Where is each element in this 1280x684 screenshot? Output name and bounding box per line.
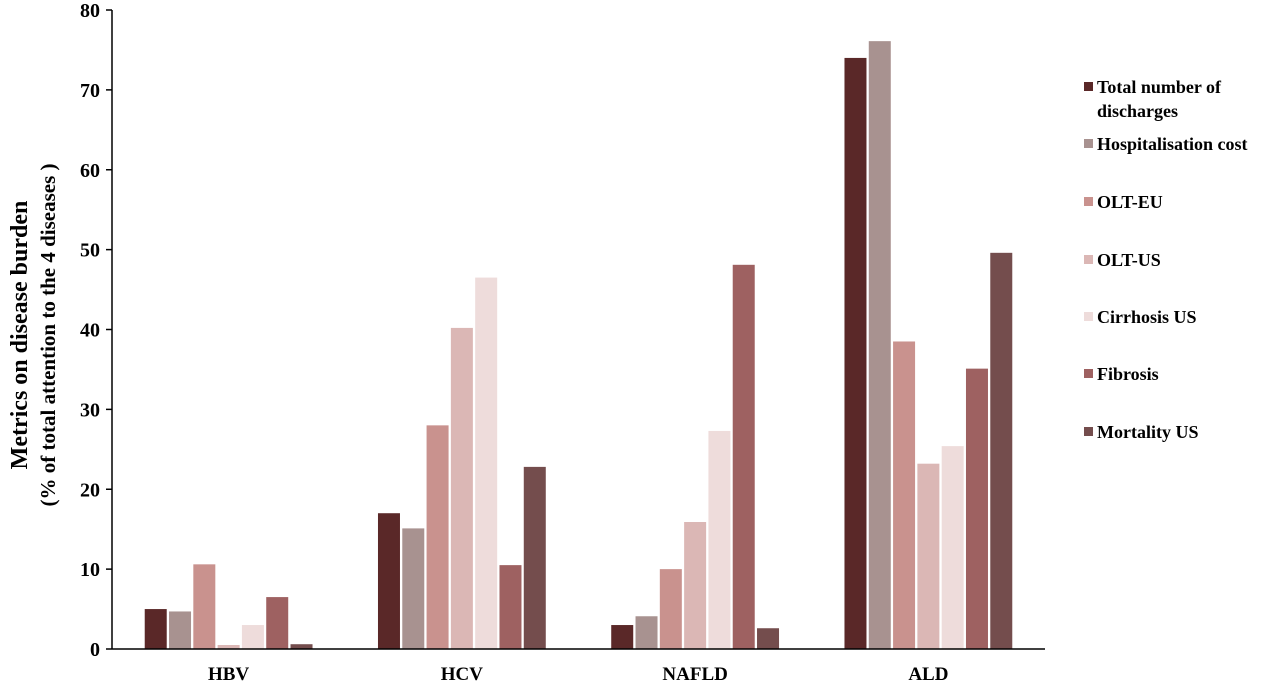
bar-nafld-5 [732, 264, 755, 649]
bar-hbv-1 [169, 611, 192, 649]
y-tick-label: 60 [80, 160, 100, 182]
legend-swatch [1084, 197, 1093, 206]
legend-swatch [1084, 369, 1093, 378]
bar-hcv-6 [523, 466, 546, 649]
y-tick-label: 40 [80, 320, 100, 342]
bar-hbv-5 [266, 597, 289, 649]
legend: Total number of discharges Hospitalisation… [1084, 77, 1248, 442]
legend-swatch [1084, 312, 1093, 321]
bar-ald-5 [965, 368, 988, 649]
bar-hcv-0 [377, 513, 400, 649]
bar-ald-0 [844, 57, 867, 650]
legend-swatch [1084, 139, 1093, 148]
y-tick-label: 0 [90, 639, 100, 661]
bar-ald-3 [917, 463, 940, 649]
bar-nafld-1 [635, 616, 658, 649]
y-tick-label: 30 [80, 399, 100, 421]
bar-ald-4 [941, 446, 964, 649]
legend-label: Cirrhosis US [1097, 307, 1197, 327]
x-tick-label: ALD [908, 664, 948, 684]
x-tick-label: HBV [208, 664, 249, 684]
bar-hcv-2 [426, 425, 449, 649]
bar-nafld-3 [684, 521, 707, 649]
legend-label: Hospitalisation cost [1097, 134, 1248, 154]
y-tick-label: 20 [80, 479, 100, 501]
legend-swatch [1084, 427, 1093, 436]
legend-label: Total number of [1097, 77, 1222, 97]
x-tick-label: NAFLD [662, 664, 727, 684]
bar-hbv-0 [144, 609, 167, 649]
bar-hbv-2 [193, 564, 216, 649]
axes-group: 0 10 20 30 40 50 60 70 80 HBV HCV NAFLD ALD [80, 0, 1045, 684]
y-axis-sublabel: (% of total attention to the 4 diseases … [36, 164, 60, 507]
y-axis-label: Metrics on disease burden [7, 201, 33, 470]
y-tick-label: 10 [80, 559, 100, 581]
x-tick-label: HCV [441, 664, 484, 684]
bar-hcv-5 [499, 565, 522, 649]
bar-hcv-4 [475, 277, 498, 649]
bar-nafld-4 [708, 430, 731, 649]
bar-ald-6 [990, 252, 1013, 649]
legend-label: discharges [1097, 101, 1178, 121]
legend-label: OLT-EU [1097, 192, 1163, 212]
bar-nafld-2 [659, 569, 682, 649]
y-tick-label: 70 [80, 80, 100, 102]
y-tick-label: 50 [80, 240, 100, 262]
legend-label: Fibrosis [1097, 364, 1159, 384]
bar-hbv-4 [241, 625, 264, 649]
bar-nafld-6 [757, 628, 780, 649]
bars-group [144, 41, 1013, 650]
bar-hcv-1 [402, 528, 425, 649]
bar-hbv-3 [217, 645, 240, 649]
y-tick-label: 80 [80, 0, 100, 22]
bar-hcv-3 [450, 327, 473, 649]
legend-swatch [1084, 82, 1093, 91]
bar-hbv-6 [290, 644, 313, 649]
legend-label: OLT-US [1097, 250, 1161, 270]
legend-swatch [1084, 255, 1093, 264]
bar-ald-1 [868, 41, 891, 650]
legend-label: Mortality US [1097, 422, 1198, 442]
bar-nafld-0 [611, 625, 634, 649]
bar-ald-2 [893, 341, 916, 649]
y-axis-title: Metrics on disease burden (% of total at… [7, 164, 60, 507]
